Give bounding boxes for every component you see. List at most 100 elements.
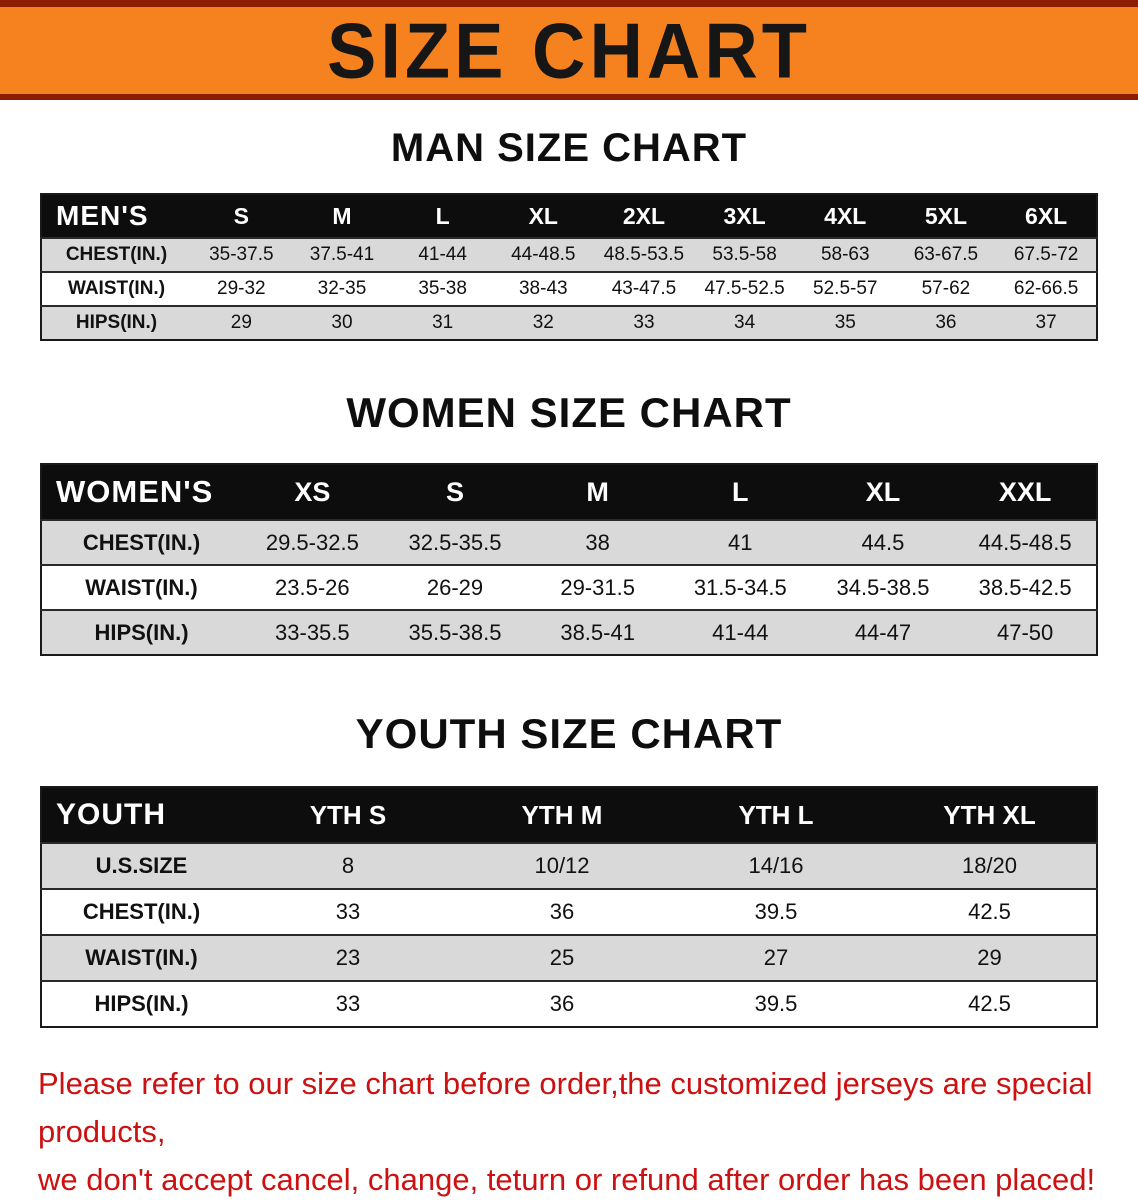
cell: 44-48.5 [492, 237, 594, 272]
cell: 67.5-72 [996, 237, 1097, 272]
cell: 35 [794, 305, 896, 340]
cell: 42.5 [883, 888, 1097, 935]
table-row: WAIST(IN.) 23 25 27 29 [41, 934, 1097, 981]
table-row: U.S.SIZE 8 10/12 14/16 18/20 [41, 842, 1097, 889]
cell: 41 [668, 519, 812, 565]
row-label: U.S.SIZE [41, 842, 241, 889]
cell: 33-35.5 [241, 609, 384, 655]
section-title-men: MAN SIZE CHART [390, 126, 748, 170]
cell: 27 [669, 934, 883, 981]
youth-size-table: YOUTH YTH S YTH M YTH L YTH XL U.S.SIZE … [40, 786, 1098, 1028]
cell: 31.5-34.5 [668, 564, 812, 610]
col-header: XL [492, 194, 594, 238]
cell: 37 [996, 305, 1097, 340]
men-header-row: MEN'S S M L XL 2XL 3XL 4XL 5XL 6XL [41, 194, 1097, 238]
row-label: WAIST(IN.) [41, 934, 241, 981]
cell: 33 [241, 888, 455, 935]
col-header: 3XL [694, 194, 795, 238]
cell: 42.5 [883, 980, 1097, 1027]
cell: 52.5-57 [794, 271, 896, 306]
cell: 47-50 [954, 609, 1097, 655]
cell: 32-35 [291, 271, 393, 306]
row-label: CHEST(IN.) [41, 519, 241, 565]
table-row: HIPS(IN.) 33-35.5 35.5-38.5 38.5-41 41-4… [41, 609, 1097, 655]
cell: 41-44 [668, 609, 812, 655]
cell: 36 [895, 305, 997, 340]
cell: 62-66.5 [996, 271, 1097, 306]
table-row: WAIST(IN.) 29-32 32-35 35-38 38-43 43-47… [41, 271, 1097, 306]
row-label: WAIST(IN.) [41, 564, 241, 610]
cell: 36 [455, 980, 669, 1027]
cell: 63-67.5 [895, 237, 997, 272]
cell: 10/12 [455, 842, 669, 889]
col-header: S [191, 194, 292, 238]
cell: 39.5 [669, 888, 883, 935]
disclaimer-line-2: we don't accept cancel, change, teturn o… [38, 1162, 1096, 1198]
cell: 32.5-35.5 [383, 519, 527, 565]
cell: 38.5-42.5 [954, 564, 1097, 610]
cell: 29-32 [191, 271, 292, 306]
cell: 43-47.5 [593, 271, 695, 306]
row-label: WAIST(IN.) [41, 271, 191, 306]
table-row: WAIST(IN.) 23.5-26 26-29 29-31.5 31.5-34… [41, 564, 1097, 610]
row-label: HIPS(IN.) [41, 305, 191, 340]
cell: 44-47 [811, 609, 955, 655]
table-row: HIPS(IN.) 33 36 39.5 42.5 [41, 980, 1097, 1027]
disclaimer-line-1: Please refer to our size chart before or… [38, 1066, 1093, 1150]
cell: 44.5 [811, 519, 955, 565]
cell: 23.5-26 [241, 564, 384, 610]
cell: 33 [593, 305, 695, 340]
col-header: 2XL [593, 194, 695, 238]
page-title: SIZE CHART [327, 6, 811, 95]
cell: 8 [241, 842, 455, 889]
cell: 41-44 [392, 237, 493, 272]
row-label: HIPS(IN.) [41, 980, 241, 1027]
cell: 44.5-48.5 [954, 519, 1097, 565]
col-header: YTH S [241, 787, 455, 843]
section-title-youth: YOUTH SIZE CHART [355, 710, 783, 757]
cell: 25 [455, 934, 669, 981]
col-header: YTH L [669, 787, 883, 843]
col-header: S [383, 464, 527, 520]
table-row: CHEST(IN.) 35-37.5 37.5-41 41-44 44-48.5… [41, 237, 1097, 272]
col-header: XL [811, 464, 955, 520]
section-title-women: WOMEN SIZE CHART [346, 389, 792, 436]
row-label: HIPS(IN.) [41, 609, 241, 655]
cell: 33 [241, 980, 455, 1027]
cell: 14/16 [669, 842, 883, 889]
cell: 35-37.5 [191, 237, 292, 272]
cell: 34 [694, 305, 795, 340]
cell: 35-38 [392, 271, 493, 306]
col-header: M [291, 194, 393, 238]
row-label: CHEST(IN.) [41, 237, 191, 272]
cell: 23 [241, 934, 455, 981]
col-header: 4XL [794, 194, 896, 238]
cell: 29.5-32.5 [241, 519, 384, 565]
cell: 30 [291, 305, 393, 340]
men-group-label: MEN'S [41, 194, 191, 238]
cell: 34.5-38.5 [811, 564, 955, 610]
cell: 48.5-53.5 [593, 237, 695, 272]
cell: 32 [492, 305, 594, 340]
cell: 37.5-41 [291, 237, 393, 272]
col-header: XXL [954, 464, 1097, 520]
cell: 29 [191, 305, 292, 340]
table-row: HIPS(IN.) 29 30 31 32 33 34 35 36 37 [41, 305, 1097, 340]
cell: 38 [526, 519, 669, 565]
cell: 57-62 [895, 271, 997, 306]
cell: 38.5-41 [526, 609, 669, 655]
disclaimer: Please refer to our size chart before or… [0, 1060, 1138, 1204]
cell: 26-29 [383, 564, 527, 610]
women-header-row: WOMEN'S XS S M L XL XXL [41, 464, 1097, 520]
youth-header-row: YOUTH YTH S YTH M YTH L YTH XL [41, 787, 1097, 843]
cell: 47.5-52.5 [694, 271, 795, 306]
row-label: CHEST(IN.) [41, 888, 241, 935]
col-header: L [392, 194, 493, 238]
cell: 31 [392, 305, 493, 340]
cell: 39.5 [669, 980, 883, 1027]
youth-group-label: YOUTH [41, 787, 241, 843]
men-size-table: MEN'S S M L XL 2XL 3XL 4XL 5XL 6XL CHEST… [40, 193, 1098, 341]
col-header: YTH XL [883, 787, 1097, 843]
cell: 29 [883, 934, 1097, 981]
